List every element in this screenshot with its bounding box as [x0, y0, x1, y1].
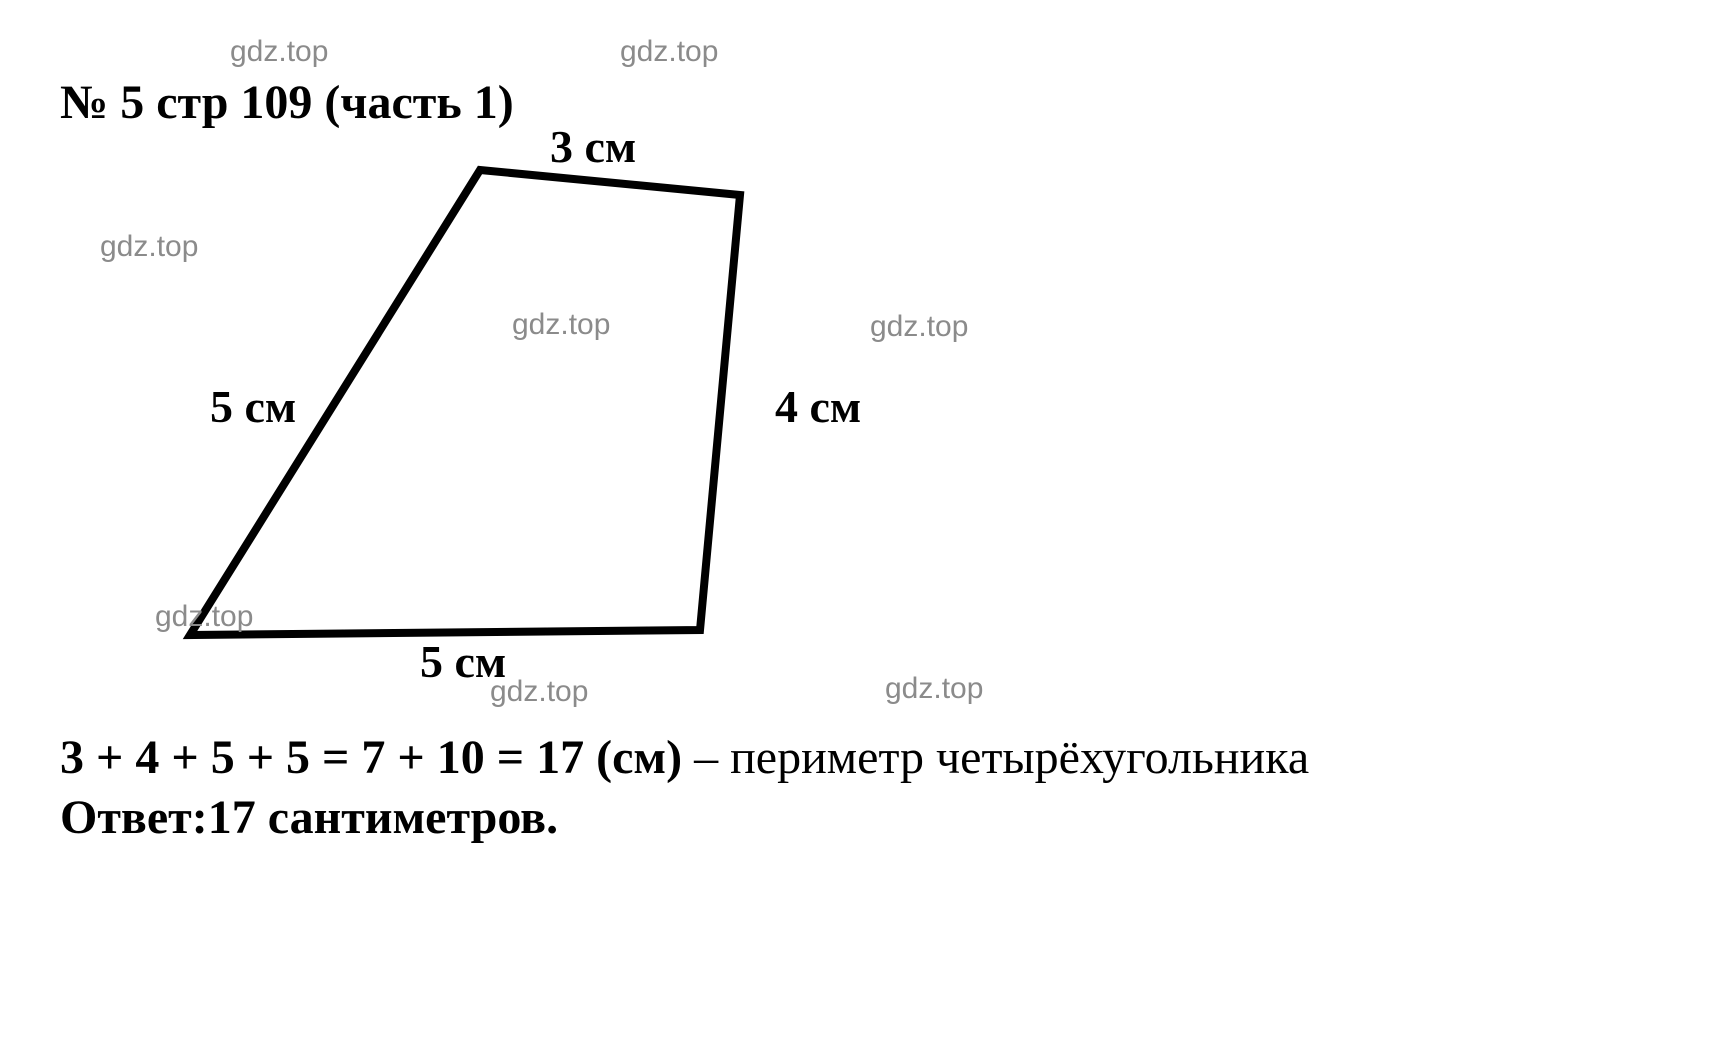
- answer-line: Ответ:17 сантиметров.: [60, 790, 1309, 845]
- side-label-top: 3 см: [550, 120, 636, 173]
- side-label-left: 5 см: [210, 380, 296, 433]
- watermark: gdz.top: [885, 672, 983, 706]
- side-label-right: 4 см: [775, 380, 861, 433]
- watermark: gdz.top: [230, 35, 328, 69]
- calculation-description: – периметр четырёхугольника: [682, 731, 1309, 784]
- watermark: gdz.top: [490, 675, 588, 709]
- watermark: gdz.top: [100, 230, 198, 264]
- quadrilateral-diagram: 3 см 4 см 5 см 5 см: [120, 140, 970, 680]
- calculation-expression: 3 + 4 + 5 + 5 = 7 + 10 = 17 (см): [60, 731, 682, 784]
- watermark: gdz.top: [155, 600, 253, 634]
- watermark: gdz.top: [620, 35, 718, 69]
- watermark: gdz.top: [870, 310, 968, 344]
- problem-heading: № 5 стр 109 (часть 1): [60, 75, 1309, 130]
- watermark: gdz.top: [512, 308, 610, 342]
- calculation-line: 3 + 4 + 5 + 5 = 7 + 10 = 17 (см) – перим…: [60, 730, 1309, 785]
